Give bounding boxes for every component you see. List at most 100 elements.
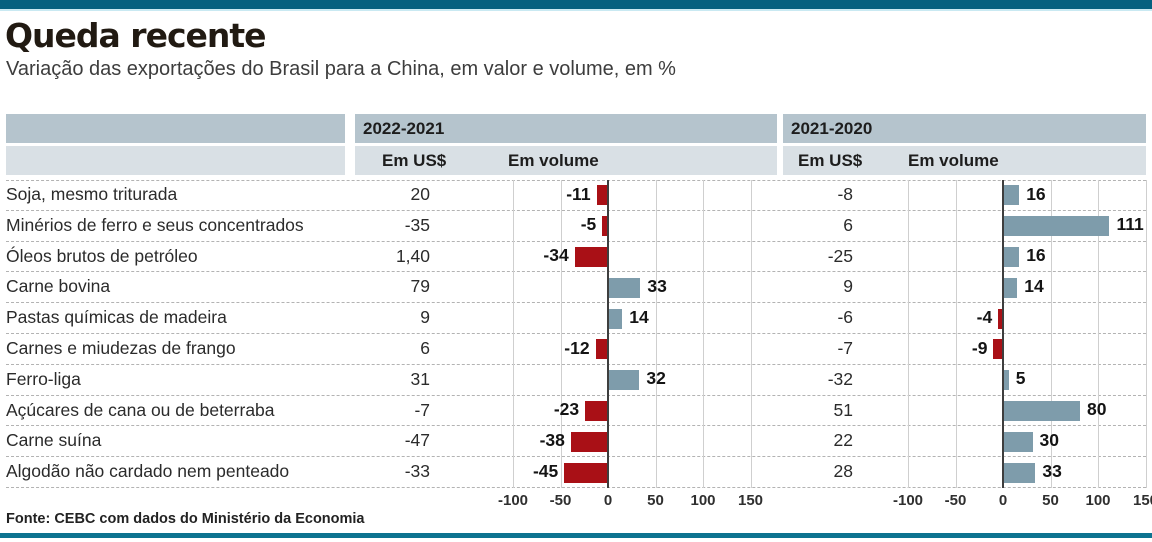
volume-column-header-2: Em volume (908, 151, 999, 170)
x-axis-tick-label: 50 (1042, 492, 1059, 509)
table-row: Carnes e miudezas de frango 6 -7 (0, 334, 1152, 365)
zero-axis-line (607, 180, 609, 488)
row-label: Soja, mesmo triturada (6, 184, 178, 204)
table-row: Açúcares de cana ou de beterraba -7 51 (0, 396, 1152, 427)
usd-value-2022-2021: 20 (410, 184, 430, 204)
positive-bar (609, 308, 623, 329)
usd-value-2021-2020: 22 (833, 430, 853, 451)
usd-value-2021-2020: -6 (837, 307, 853, 328)
page-title: Queda recente (5, 16, 267, 55)
bar-value-label: 5 (1015, 368, 1026, 389)
usd-value-2021-2020: 51 (833, 399, 853, 420)
x-axis-tick-label: 100 (1085, 492, 1111, 509)
negative-bar (570, 431, 607, 452)
x-axis-tick-label: -50 (549, 492, 572, 509)
usd-value-2021-2020: 28 (833, 461, 853, 482)
bar-value-label: 32 (646, 368, 666, 389)
bottom-accent-bar (0, 533, 1152, 538)
row-label: Algodão não cardado nem penteado (6, 461, 290, 482)
row-label: Carne bovina (6, 276, 111, 297)
page-subtitle: Variação das exportações do Brasil para … (6, 58, 676, 80)
table-header-subcolumn-row: Em US$ Em volume Em US$ Em volume (0, 146, 1152, 175)
bar-value-label: 33 (1042, 460, 1062, 481)
row-label: Óleos brutos de petróleo (6, 245, 198, 266)
positive-bar (1004, 247, 1020, 267)
x-axis-tick-label: -100 (892, 492, 924, 509)
bar-value-label: 14 (1024, 275, 1044, 296)
gridline (655, 180, 657, 488)
negative-bar (998, 308, 1002, 329)
positive-bar (1004, 462, 1036, 483)
table-header-group-row: 2022-2021 2021-2020 (0, 114, 1152, 143)
row-label: Minérios de ferro e seus concentrados (6, 214, 304, 235)
group1-label: 2022-2021 (363, 119, 445, 138)
positive-bar (1004, 431, 1033, 452)
row-separator-dash (6, 209, 1146, 211)
bar-value-label: -12 (564, 337, 590, 358)
bar-value-label: -9 (971, 337, 988, 358)
positive-bar (1004, 185, 1020, 206)
top-accent-bar (0, 0, 1152, 9)
table-row: Carne bovina 79 9 (0, 272, 1152, 304)
subheaders-2021-2020: Em US$ Em volume (783, 146, 1146, 175)
usd-column-header-2: Em US$ (798, 151, 863, 170)
table-row: Minérios de ferro e seus concentrados -35… (0, 211, 1152, 242)
negative-bar (574, 247, 607, 267)
usd-value-2022-2021: -33 (404, 461, 430, 482)
usd-value-2021-2020: -25 (827, 245, 853, 266)
x-axis-tick-label: 150 (737, 492, 764, 509)
usd-value-2021-2020: 6 (843, 214, 853, 235)
group2-label: 2021-2020 (791, 119, 873, 138)
usd-value-2022-2021: 6 (420, 338, 430, 358)
usd-value-2022-2021: 31 (410, 368, 430, 389)
x-axis-tick-label: 0 (603, 492, 613, 509)
usd-column-header-1: Em US$ (382, 151, 447, 170)
positive-bar (1004, 277, 1018, 298)
row-label: Pastas químicas de madeira (6, 307, 227, 328)
negative-bar (993, 339, 1002, 360)
usd-value-2022-2021: 1,40 (395, 245, 430, 266)
bar-value-label: 111 (1116, 214, 1144, 235)
row-label: Carne suína (6, 430, 102, 451)
column-group-2022-2021: 2022-2021 (355, 114, 777, 143)
table-row: Ferro-liga 31 -32 (0, 365, 1152, 396)
bar-value-label: -11 (566, 183, 591, 204)
gridline (908, 180, 909, 488)
bar-value-label: 30 (1039, 429, 1059, 450)
bar-value-label: -4 (976, 306, 993, 327)
usd-value-2022-2021: -7 (414, 399, 430, 420)
row-separator-dash (6, 394, 1146, 396)
usd-value-2022-2021: 9 (420, 307, 430, 328)
table-row: Pastas químicas de madeira 9 -6 (0, 303, 1152, 334)
usd-value-2022-2021: 79 (410, 276, 430, 297)
positive-bar (609, 370, 640, 391)
row-separator-dash (6, 425, 1146, 427)
zero-axis-line (1002, 180, 1004, 488)
usd-value-2021-2020: -32 (827, 368, 853, 389)
negative-bar (564, 462, 607, 483)
header-spacer-cell (6, 114, 345, 143)
negative-bar (595, 339, 607, 360)
usd-value-2022-2021: -35 (404, 214, 430, 235)
positive-bar (1004, 370, 1009, 391)
usd-value-2022-2021: -47 (404, 430, 430, 451)
table-row: Soja, mesmo triturada 20 -8 (0, 180, 1152, 211)
x-axis-tick-label: 0 (998, 492, 1008, 509)
x-axis-tick-label: -50 (944, 492, 967, 509)
bar-value-label: 16 (1026, 245, 1046, 266)
table-row: Algodão não cardado nem penteado -33 28 (0, 457, 1152, 488)
header-divider-dash (6, 180, 1146, 181)
bar-value-label: 33 (647, 275, 667, 296)
x-axis-tick-label: 100 (690, 492, 716, 509)
bar-value-label: -45 (532, 460, 559, 481)
negative-bar (585, 401, 607, 421)
row-label: Ferro-liga (6, 368, 81, 389)
volume-column-header-1: Em volume (508, 151, 599, 170)
bar-value-label: -38 (539, 429, 565, 450)
bar-value-label: 14 (629, 306, 649, 327)
row-label: Carnes e miudezas de frango (6, 338, 236, 358)
row-separator-dash (6, 302, 1146, 304)
usd-value-2021-2020: -7 (837, 338, 853, 358)
gridline (955, 180, 957, 488)
